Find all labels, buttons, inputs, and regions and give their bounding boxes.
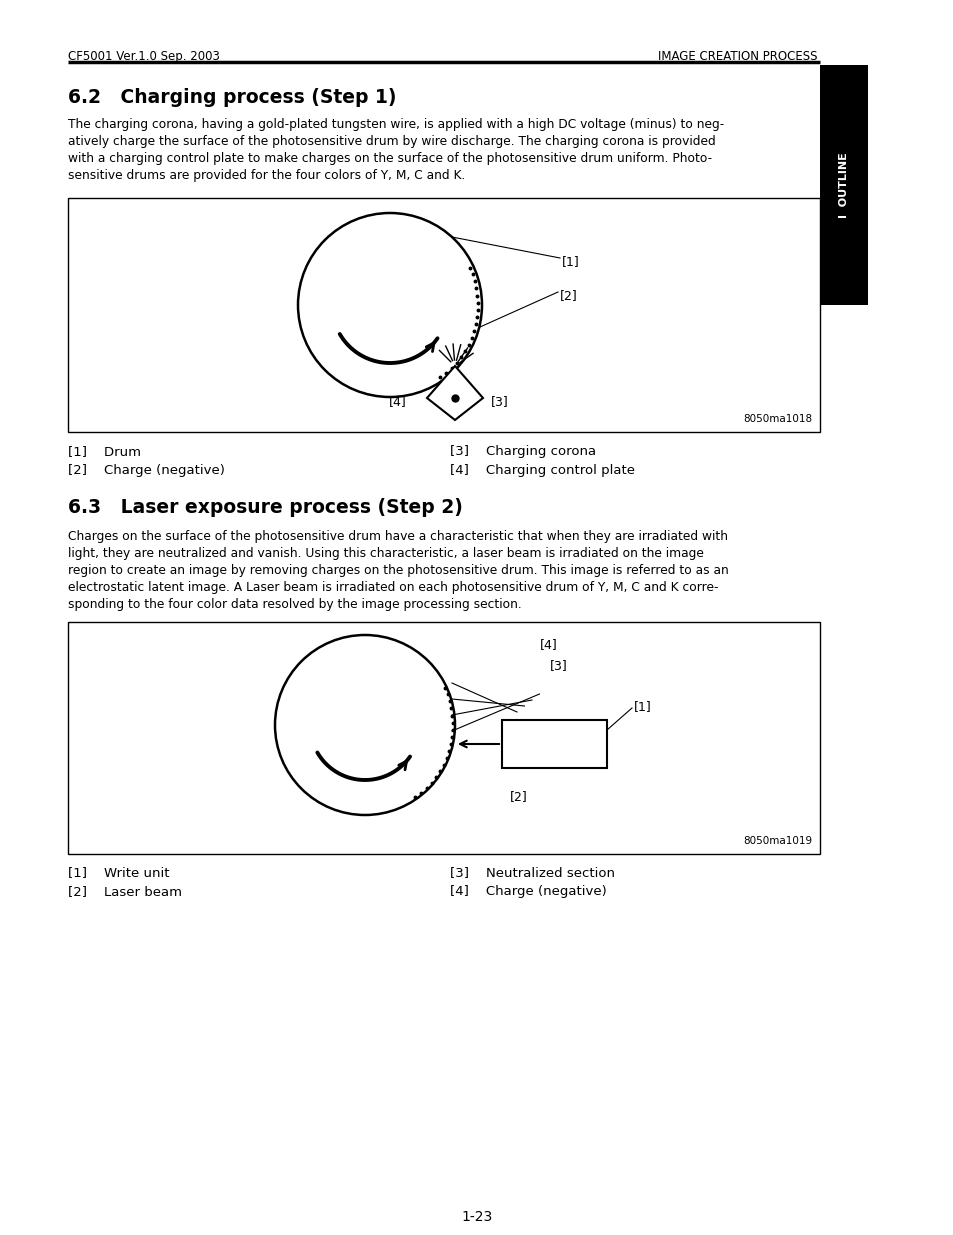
- Bar: [68, 198, 820, 432]
- Text: 8050ma1019: 8050ma1019: [742, 836, 811, 846]
- Bar: [820, 65, 867, 305]
- Text: [4]    Charging control plate: [4] Charging control plate: [450, 464, 635, 477]
- Text: [3]    Charging corona: [3] Charging corona: [450, 445, 596, 458]
- Text: [1]    Drum: [1] Drum: [68, 445, 141, 458]
- Text: region to create an image by removing charges on the photosensitive drum. This i: region to create an image by removing ch…: [68, 564, 728, 577]
- Text: sponding to the four color data resolved by the image processing section.: sponding to the four color data resolved…: [68, 598, 521, 611]
- Bar: [68, 622, 820, 853]
- Text: I  OUTLINE: I OUTLINE: [838, 152, 848, 217]
- Text: [2]    Charge (negative): [2] Charge (negative): [68, 464, 225, 477]
- Text: [4]: [4]: [539, 638, 558, 651]
- Text: 8050ma1018: 8050ma1018: [742, 414, 811, 424]
- Text: [3]    Neutralized section: [3] Neutralized section: [450, 866, 615, 879]
- Text: IMAGE CREATION PROCESS: IMAGE CREATION PROCESS: [658, 49, 817, 63]
- Text: [2]: [2]: [510, 790, 527, 803]
- Text: 6.2   Charging process (Step 1): 6.2 Charging process (Step 1): [68, 88, 396, 107]
- Text: [1]: [1]: [561, 256, 579, 268]
- Text: atively charge the surface of the photosensitive drum by wire discharge. The cha: atively charge the surface of the photos…: [68, 135, 715, 148]
- Text: [2]: [2]: [559, 289, 578, 303]
- Text: with a charging control plate to make charges on the surface of the photosensiti: with a charging control plate to make ch…: [68, 152, 711, 165]
- Text: light, they are neutralized and vanish. Using this characteristic, a laser beam : light, they are neutralized and vanish. …: [68, 547, 703, 559]
- Text: [3]: [3]: [491, 395, 508, 409]
- Text: 1-23: 1-23: [461, 1210, 492, 1224]
- Text: electrostatic latent image. A Laser beam is irradiated on each photosensitive dr: electrostatic latent image. A Laser beam…: [68, 580, 718, 594]
- Text: The charging corona, having a gold-plated tungsten wire, is applied with a high : The charging corona, having a gold-plate…: [68, 119, 723, 131]
- Text: [4]: [4]: [389, 395, 406, 409]
- Polygon shape: [427, 366, 482, 420]
- Text: [1]    Write unit: [1] Write unit: [68, 866, 170, 879]
- Text: sensitive drums are provided for the four colors of Y, M, C and K.: sensitive drums are provided for the fou…: [68, 169, 465, 182]
- Bar: [501, 720, 606, 768]
- Text: [4]    Charge (negative): [4] Charge (negative): [450, 885, 606, 898]
- Text: [3]: [3]: [550, 659, 567, 672]
- Text: Charges on the surface of the photosensitive drum have a characteristic that whe: Charges on the surface of the photosensi…: [68, 530, 727, 543]
- Text: 6.3   Laser exposure process (Step 2): 6.3 Laser exposure process (Step 2): [68, 498, 462, 517]
- Text: CF5001 Ver.1.0 Sep. 2003: CF5001 Ver.1.0 Sep. 2003: [68, 49, 219, 63]
- Text: [1]: [1]: [634, 700, 651, 713]
- Text: [2]    Laser beam: [2] Laser beam: [68, 885, 182, 898]
